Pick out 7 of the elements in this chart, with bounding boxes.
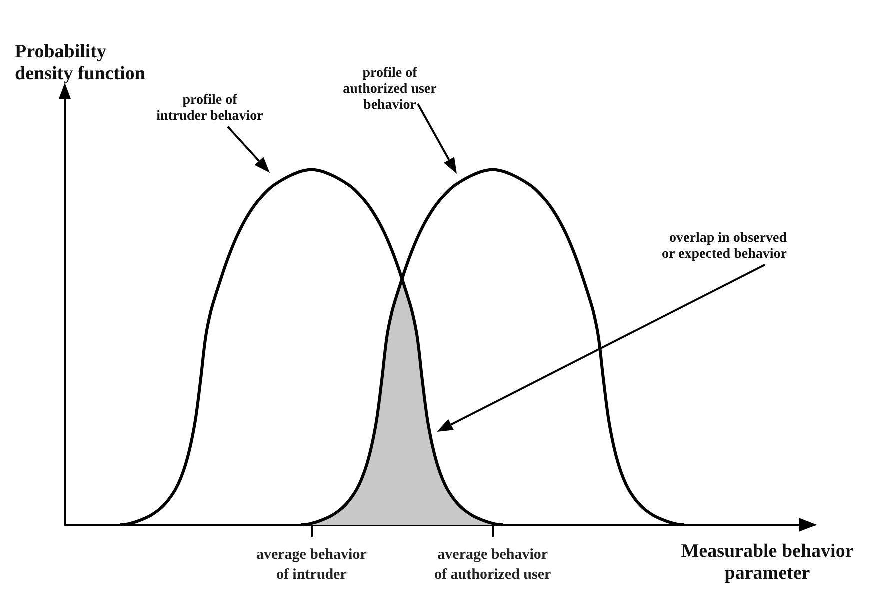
x-axis-title: Measurable behavior parameter bbox=[680, 541, 855, 585]
y-axis-title: Probability density function bbox=[15, 42, 146, 84]
x-tick-label: average behavior of intruder bbox=[256, 547, 368, 583]
text: profile of intruder behavior bbox=[156, 93, 264, 126]
annotation: overlap in observed or expected behavior bbox=[661, 231, 787, 264]
x-tick-label: average behavior of authorized user bbox=[434, 547, 552, 583]
text: profile of authorized user behavior bbox=[342, 66, 438, 114]
